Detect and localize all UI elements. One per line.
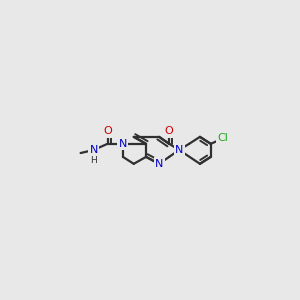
Text: N: N [119,139,127,149]
Text: H: H [90,156,97,165]
Text: N: N [155,159,163,169]
Text: N: N [89,145,98,155]
Text: O: O [103,127,112,136]
Text: N: N [175,145,183,155]
Text: Cl: Cl [218,134,229,143]
Text: O: O [165,127,173,136]
